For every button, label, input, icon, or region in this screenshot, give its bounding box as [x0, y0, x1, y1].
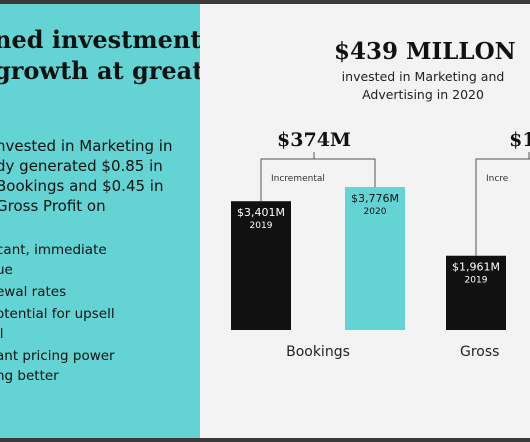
headline-line: growth at great: [0, 56, 204, 85]
bar-chart: $3,401M 2019 $3,776M 2020 $374M Incremental Bo…: [231, 129, 530, 360]
body-line: dy generated $0.85 in: [0, 157, 163, 175]
bar-2019: [231, 201, 291, 330]
body-line: nvested in Marketing in: [0, 137, 173, 155]
bullet-item: ng better: [0, 368, 59, 384]
bullet-list: cant, immediate ue ewal rates otential f…: [0, 240, 216, 386]
bullet-item: ewal rates: [0, 284, 67, 300]
bar-year-label: 2019: [250, 221, 273, 231]
subtitle-line: Advertising in 2020: [362, 87, 484, 102]
bullet-item: cant, immediate: [0, 242, 107, 258]
bullet-item: ll: [0, 326, 4, 342]
bar-2020: [345, 187, 405, 330]
bullet-item: otential for upsell: [0, 306, 115, 322]
incremental-connector: [260, 158, 376, 202]
bar-year-label: 2020: [364, 207, 387, 217]
incremental-connector: [475, 158, 530, 256]
body-line: Bookings and $0.45 in: [0, 177, 164, 195]
subtitle-line: invested in Marketing and: [341, 69, 505, 84]
bar-value-label: $3,401M: [237, 206, 285, 219]
category-label: Gross: [460, 344, 499, 360]
delta-caption: Incremental: [271, 174, 325, 184]
bar-year-label: 2019: [465, 276, 488, 286]
category-label: Bookings: [286, 344, 350, 360]
delta-label: $374M: [277, 129, 351, 151]
right-panel: $439 MILLON invested in Marketing and Ad…: [200, 4, 530, 438]
body-text: nvested in Marketing in dy generated $0.…: [0, 136, 216, 236]
headline-line: ned investment: [0, 25, 202, 54]
bar-value-label: $3,776M: [351, 192, 399, 205]
bullet-item: ant pricing power: [0, 348, 115, 364]
delta-label: $19: [509, 129, 530, 151]
left-panel: ned investment growth at great nvested i…: [0, 4, 203, 438]
chart-title: $439 MILLON: [334, 38, 516, 65]
bar-value-label: $1,961M: [452, 261, 500, 274]
slide: ned investment growth at great nvested i…: [0, 4, 530, 438]
bullet-item: ue: [0, 262, 13, 278]
bar-2019: [446, 255, 506, 330]
body-line: :: [0, 216, 216, 236]
headline: ned investment growth at great: [0, 24, 224, 86]
delta-caption: Incre: [486, 174, 509, 184]
chart-subtitle: invested in Marketing and Advertising in…: [328, 68, 518, 104]
body-line: Gross Profit on: [0, 197, 106, 215]
